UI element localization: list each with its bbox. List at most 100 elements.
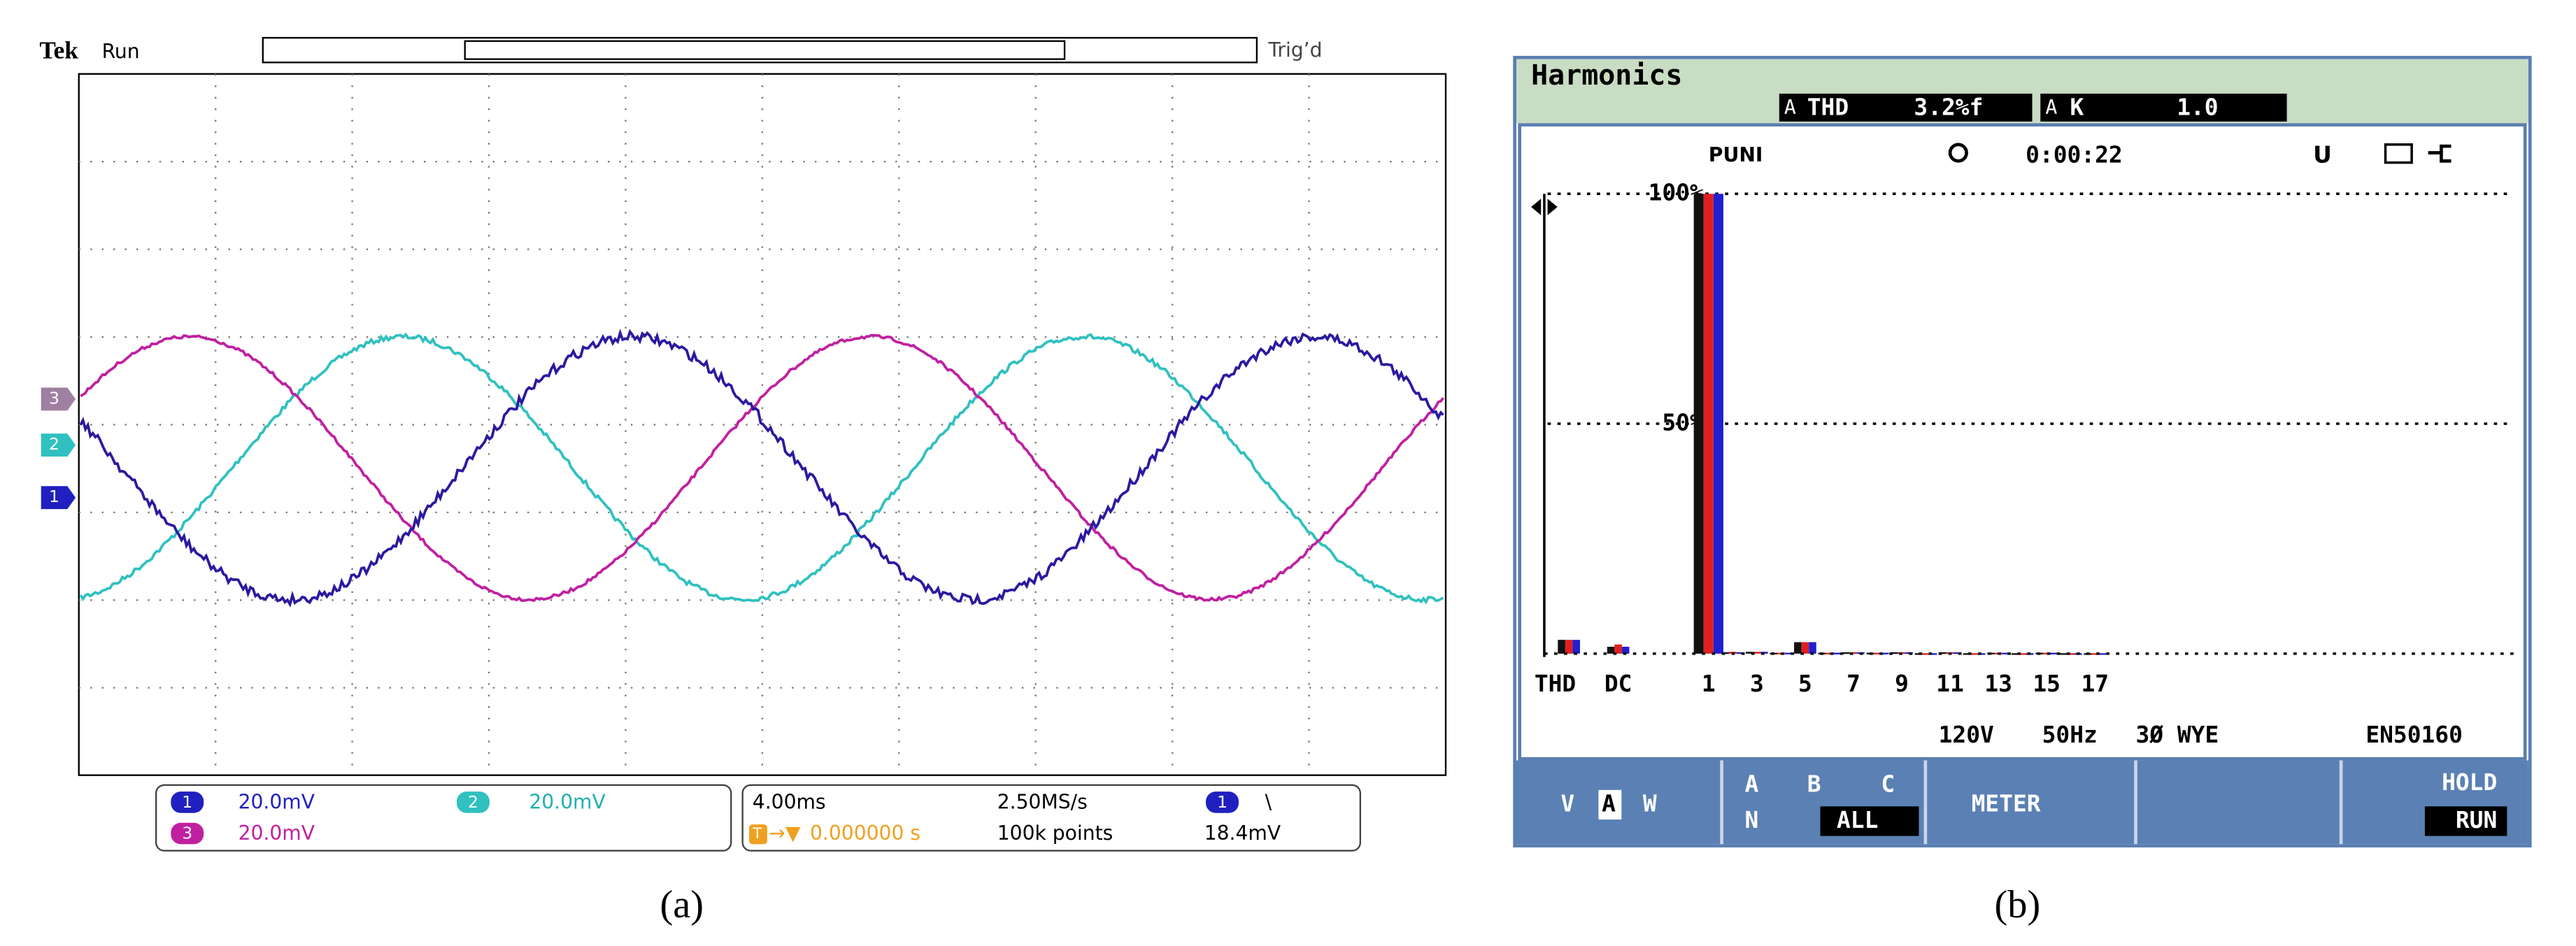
bar [1721, 652, 1730, 654]
brand: Tek [39, 36, 78, 64]
softkey-phase-a[interactable]: A [1744, 770, 1758, 797]
softkey-a[interactable]: A [1602, 789, 1616, 817]
bar [1703, 194, 1714, 654]
x-tick-label: 7 [1846, 670, 1860, 697]
x-tick-label: 13 [1984, 670, 2012, 697]
ch1-marker: 1 [49, 487, 59, 506]
softkey-meter[interactable]: METER [1972, 789, 2041, 817]
bar [2091, 653, 2099, 655]
ch3-badge [171, 822, 204, 845]
k-box [2040, 93, 2287, 122]
thd-value: 3.2%f [1914, 94, 1983, 121]
bar [1794, 642, 1802, 654]
k-label: K [2070, 94, 2084, 121]
trigger-status: Trig’d [1267, 38, 1322, 62]
ch2-badge [456, 791, 490, 813]
bar [1572, 640, 1581, 654]
bar [1929, 653, 1937, 655]
analyzer-screen [1513, 55, 2532, 848]
bar [1939, 652, 1947, 654]
status: U [2313, 141, 2332, 169]
bar [2042, 652, 2051, 654]
x-tick-label: 9 [1895, 670, 1909, 697]
x-tick-label: 1 [1702, 670, 1716, 697]
trigger-level: 18.4mV [1204, 822, 1281, 845]
softkey-all[interactable]: ALL [1837, 806, 1878, 833]
harmonics-chart: 50%100%THD DC 1 3 5 7 9 11 13 15 17 [1535, 179, 2514, 697]
bar [2002, 652, 2009, 654]
bar [1736, 652, 1744, 654]
bar [1833, 652, 1841, 654]
x-tick-label: DC [1604, 670, 1632, 697]
bar [1746, 652, 1753, 654]
ch3-marker: 3 [49, 388, 59, 408]
softkey-v[interactable]: V [1560, 789, 1574, 817]
bar [1970, 653, 1978, 655]
softkey-phase-n[interactable]: N [1744, 806, 1758, 833]
softkey-phase-c[interactable]: C [1881, 770, 1895, 797]
bar [1809, 642, 1816, 654]
bar [1607, 647, 1615, 654]
bar [1801, 642, 1809, 654]
channel-readout [155, 784, 732, 852]
trigger-arrow: →▼ [769, 822, 801, 845]
header-title: Harmonics [1531, 59, 1682, 92]
trigger-prefix-box [749, 824, 767, 845]
ch1-scale: 20.0mV [239, 791, 315, 814]
thd-phase: A [1784, 96, 1796, 119]
bar [2011, 653, 2019, 655]
bar [1614, 644, 1622, 654]
trigger-position: 0.000000 s [810, 822, 920, 845]
record-window [464, 40, 1066, 60]
bar [1954, 652, 1961, 654]
softkey-all-box [1820, 806, 1919, 836]
cursor-arrows [1531, 199, 1558, 215]
bar [1784, 652, 1793, 654]
ch3-marker-box [41, 387, 76, 411]
x-tick-label: 15 [2033, 670, 2061, 697]
ch3-scale: 20.0mV [239, 822, 315, 845]
waveform [79, 329, 1444, 608]
bar [1881, 652, 1889, 654]
ch2-scale: 20.0mV [529, 791, 606, 814]
bar [2050, 652, 2058, 654]
softkey-hold[interactable]: HOLD [2442, 768, 2497, 796]
softkey-bar [1516, 760, 2528, 845]
bar [1849, 652, 1858, 654]
bar [1558, 640, 1565, 654]
trigger-source-badge [1206, 791, 1239, 813]
k-value: 1.0 [2177, 94, 2218, 121]
softkey-w[interactable]: W [1643, 789, 1657, 817]
footer-config: 3Ø WYE [2136, 721, 2219, 748]
panel-label: (b) [1995, 883, 2041, 926]
plot-frame [1518, 123, 2527, 761]
bar [1963, 653, 1971, 655]
oscilloscope: Tek Run Trig’d T 3 2 1 1 20.0mV 2 20.0mV… [39, 36, 1447, 926]
ch2-marker-box [41, 433, 76, 457]
ch2-marker: 2 [49, 434, 59, 454]
ch1-marker-box [41, 486, 76, 510]
softkey-a-box [1598, 789, 1622, 820]
timer: 0:00:22 [2026, 141, 2123, 169]
bar [1621, 647, 1630, 654]
sample-rate: 2.50MS/s [997, 791, 1088, 814]
thd-label: THD [1807, 94, 1849, 121]
record-length: 100k points [997, 822, 1113, 845]
trigger-source: 1 [1217, 792, 1227, 812]
softkey-phase-b[interactable]: B [1807, 770, 1821, 797]
waveforms [79, 329, 1444, 608]
bar [1874, 652, 1881, 654]
bar [2019, 653, 2026, 655]
softkey-run[interactable]: RUN [2456, 806, 2497, 833]
run-status: Run [102, 40, 140, 63]
timebase: 4.00ms [753, 791, 826, 814]
ch3-id: 3 [182, 824, 192, 843]
k-phase: A [2045, 96, 2057, 119]
bar [1753, 652, 1761, 654]
x-tick-label: 17 [2081, 670, 2109, 697]
measure: PUNI [1709, 143, 1763, 166]
power-analyzer: Harmonics A THD 3.2%f A K 1.0 PUNI 0:00:… [1513, 55, 2532, 926]
ch1-id: 1 [182, 792, 192, 812]
waveform [79, 332, 1444, 605]
